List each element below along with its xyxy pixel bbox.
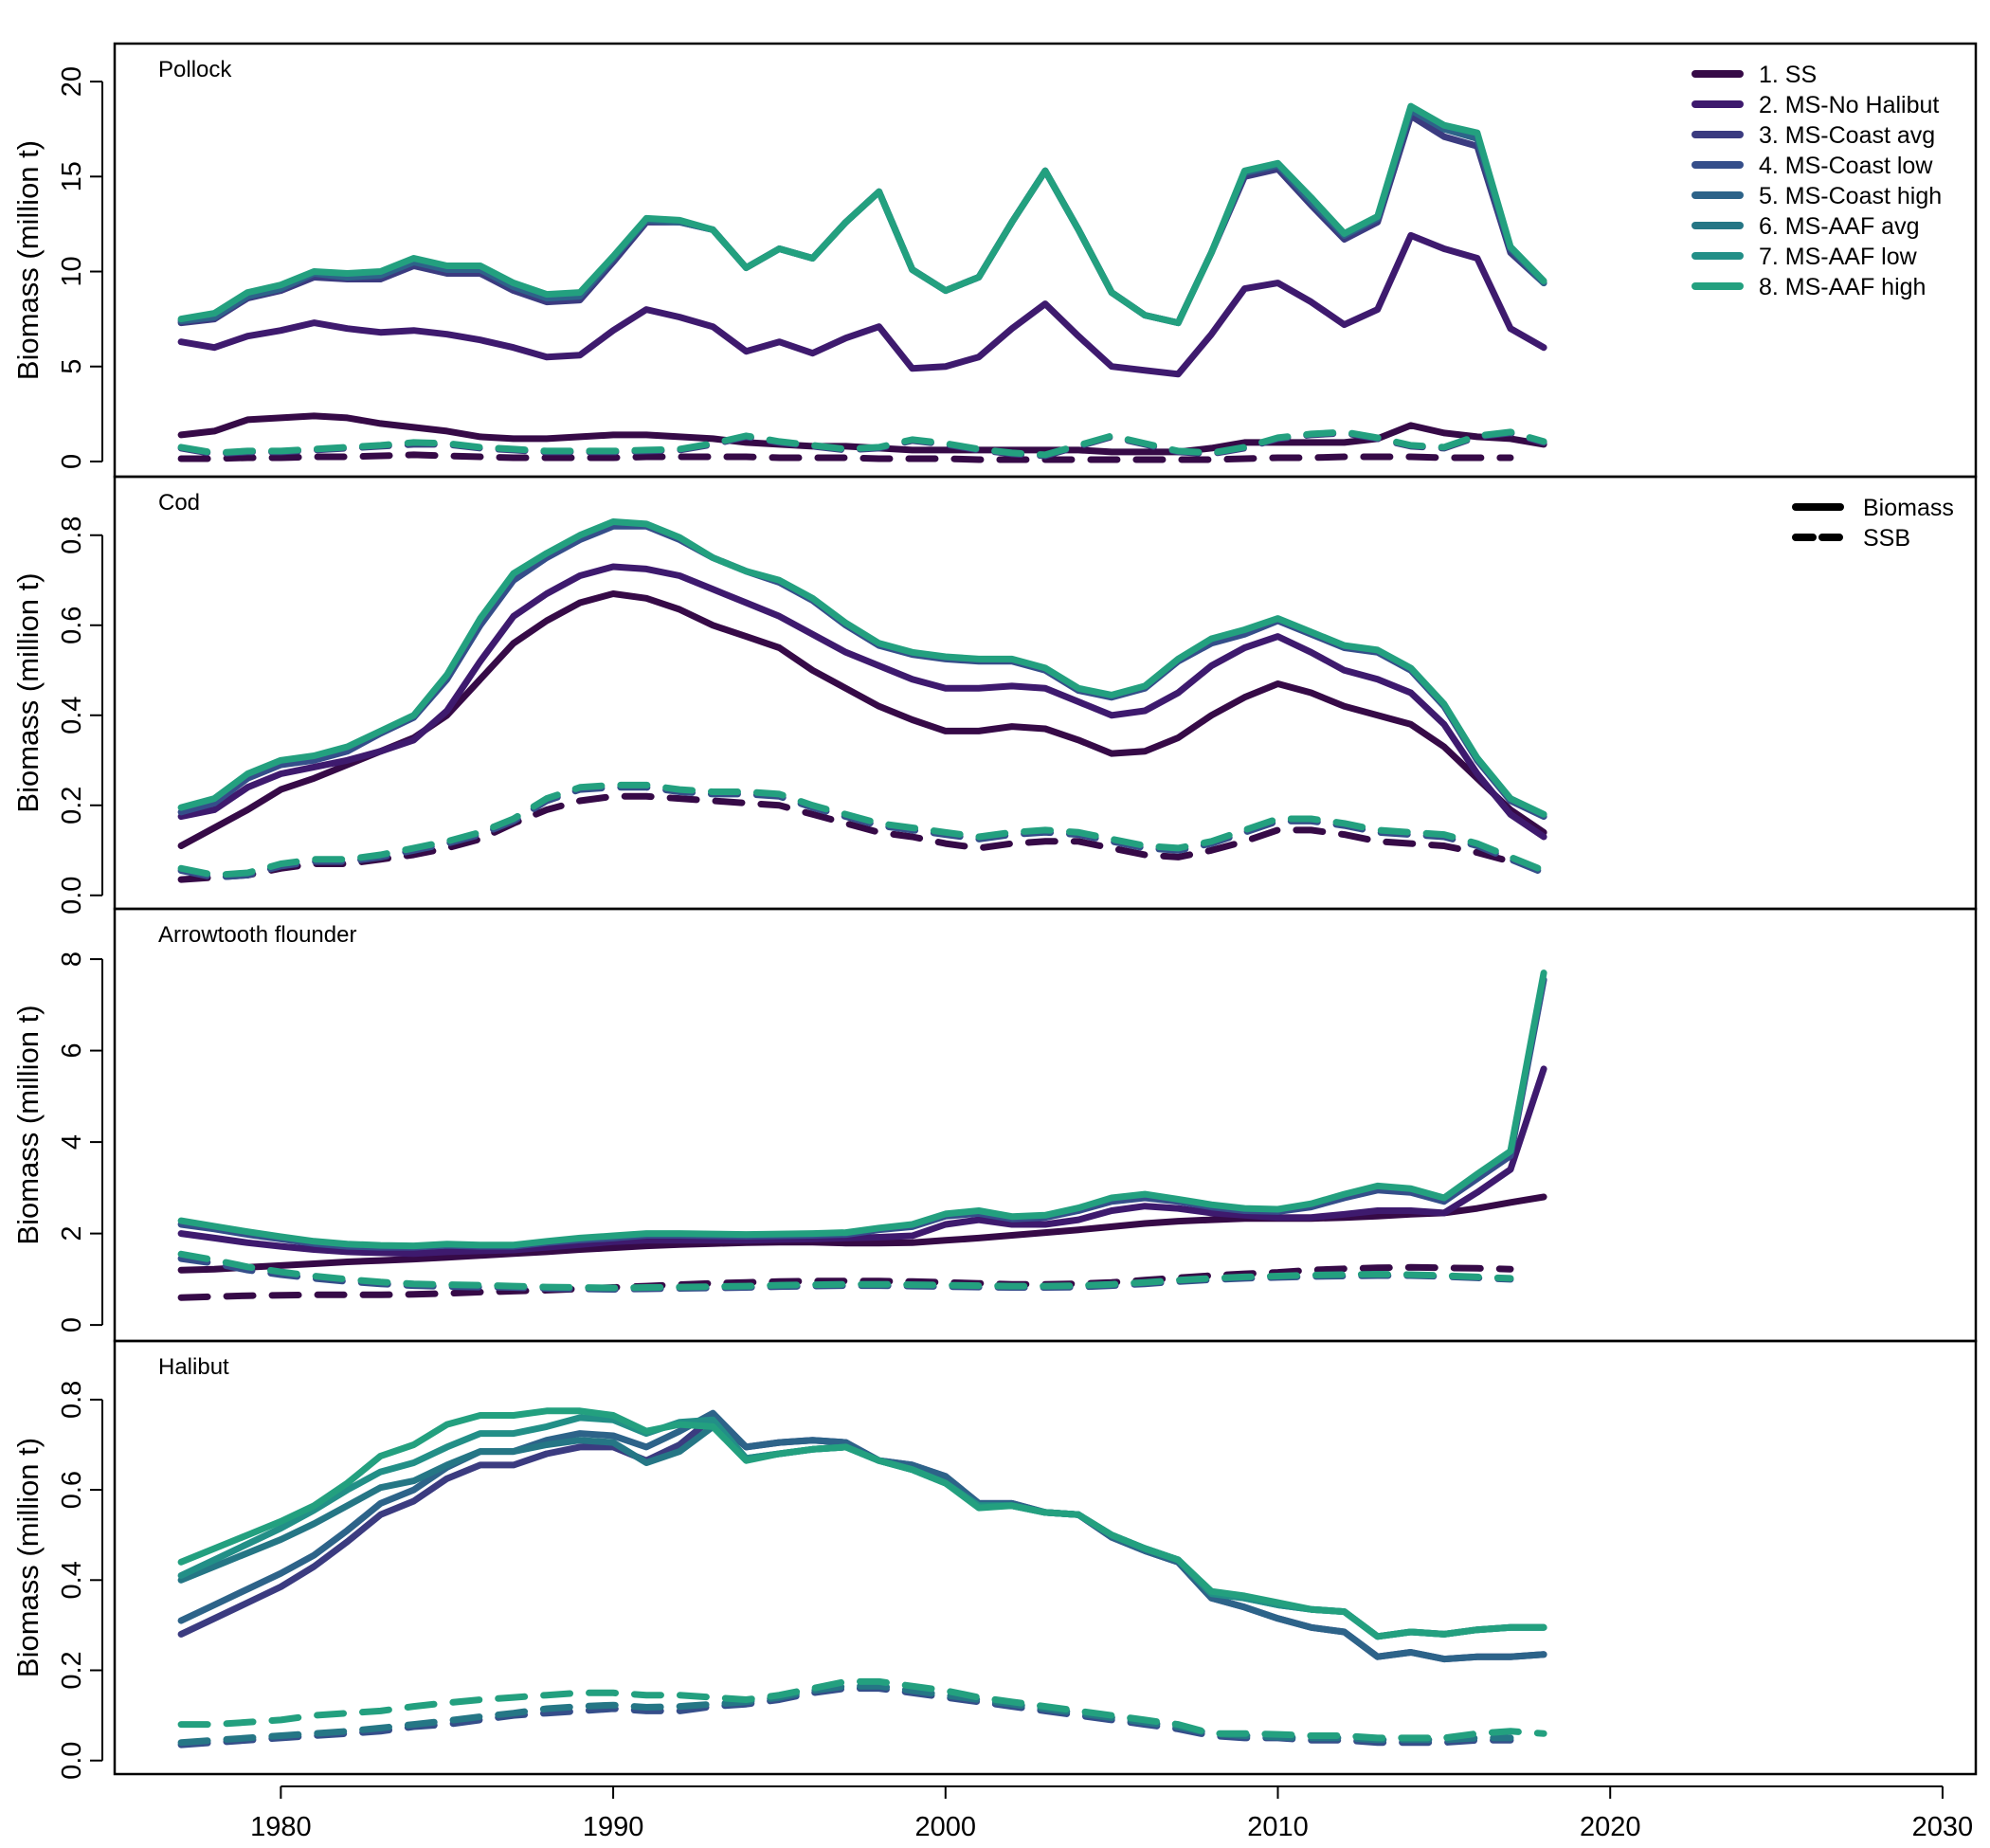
y-tick-label: 5 bbox=[57, 359, 87, 374]
legend-label: 1. SS bbox=[1759, 62, 1817, 88]
y-tick-label: 0.4 bbox=[57, 697, 87, 734]
biomass-series-line bbox=[177, 563, 1547, 841]
biomass-series-line bbox=[177, 1407, 1547, 1640]
legend-label: 5. MS-Coast high bbox=[1759, 183, 1942, 209]
x-tick-label: 1990 bbox=[583, 1812, 644, 1842]
ssb-series-line bbox=[177, 1263, 1514, 1301]
y-tick-label: 0.2 bbox=[57, 787, 87, 824]
ssb-series-line bbox=[177, 1677, 1547, 1742]
ssb-series-line bbox=[177, 781, 1547, 879]
y-tick-label: 10 bbox=[57, 256, 87, 286]
legend-label: 6. MS-AAF avg bbox=[1759, 213, 1920, 240]
y-tick-label: 0 bbox=[57, 1317, 87, 1332]
y-axis: 0.0 0.2 0.4 0.6 0.8 bbox=[57, 516, 103, 915]
panel-arrowtooth-flounder: 0 2 4 6 8 Biomass (million t) Arrowtooth floun… bbox=[11, 907, 1978, 1343]
y-axis-label: Biomass (million t) bbox=[11, 1438, 45, 1677]
ssb-series-line bbox=[177, 451, 1514, 463]
biomass-series-line bbox=[177, 231, 1547, 378]
legend-label: SSB bbox=[1863, 525, 1910, 552]
y-tick-label: 15 bbox=[57, 161, 87, 191]
legend-label: 7. MS-AAF low bbox=[1759, 244, 1918, 270]
y-axis: 0 2 4 6 8 bbox=[57, 951, 103, 1332]
legend-label: Biomass bbox=[1863, 495, 1954, 521]
y-tick-label: 4 bbox=[57, 1134, 87, 1150]
y-tick-label: 0.0 bbox=[57, 1742, 87, 1780]
y-tick-label: 0.6 bbox=[57, 607, 87, 644]
panel-title: Cod bbox=[158, 490, 200, 516]
y-tick-label: 0.0 bbox=[57, 877, 87, 915]
y-tick-label: 0.6 bbox=[57, 1471, 87, 1509]
series-group bbox=[177, 102, 1547, 463]
y-axis-label: Biomass (million t) bbox=[11, 572, 45, 812]
panel-pollock: 0 5 10 15 20 Biomass (million t) Pollock 1. SS 2… bbox=[11, 42, 1978, 479]
y-tick-label: 6 bbox=[57, 1043, 87, 1059]
x-tick-label: 2000 bbox=[915, 1812, 977, 1842]
y-tick-label: 0.8 bbox=[57, 516, 87, 554]
y-axis-label: Biomass (million t) bbox=[11, 1005, 45, 1244]
panel-halibut: 0.0 0.2 0.4 0.6 0.8 Biomass (million t) Halibu… bbox=[11, 1339, 1978, 1780]
series-group bbox=[177, 969, 1547, 1301]
panel-border bbox=[113, 1339, 1978, 1776]
y-axis: 0.0 0.2 0.4 0.6 0.8 bbox=[57, 1381, 103, 1780]
legend-label: 2. MS-No Halibut bbox=[1759, 92, 1939, 118]
legend-models: 1. SS 2. MS-No Halibut 3. MS-Coast avg 4. M… bbox=[1692, 62, 1942, 300]
x-tick-label: 2010 bbox=[1247, 1812, 1309, 1842]
y-tick-label: 8 bbox=[57, 951, 87, 967]
y-axis-label: Biomass (million t) bbox=[11, 140, 45, 380]
y-tick-label: 0.2 bbox=[57, 1651, 87, 1689]
biomass-series-line bbox=[177, 102, 1547, 327]
panel-title: Halibut bbox=[158, 1354, 229, 1380]
y-tick-label: 0.4 bbox=[57, 1561, 87, 1599]
legend-label: 4. MS-Coast low bbox=[1759, 153, 1933, 179]
series-group bbox=[177, 518, 1547, 883]
legend-types: Biomass SSB bbox=[1792, 495, 1954, 552]
biomass-series-line bbox=[177, 518, 1547, 818]
x-axis: 1980 1990 2000 2010 2020 2030 bbox=[250, 1785, 1974, 1842]
legend-label: 3. MS-Coast avg bbox=[1759, 122, 1935, 149]
ssb-series-line bbox=[177, 428, 1547, 459]
panel-title: Pollock bbox=[158, 57, 232, 82]
panel-cod: 0.0 0.2 0.4 0.6 0.8 Biomass (million t) Cod Bio… bbox=[11, 475, 1978, 915]
x-tick-label: 2020 bbox=[1580, 1812, 1641, 1842]
panel-title: Arrowtooth flounder bbox=[158, 922, 356, 948]
biomass-series-line bbox=[177, 1065, 1547, 1258]
biomass-series-line bbox=[177, 969, 1547, 1250]
y-tick-label: 0 bbox=[57, 454, 87, 469]
y-tick-label: 0.8 bbox=[57, 1381, 87, 1419]
ssb-series-line bbox=[177, 1250, 1514, 1292]
y-tick-label: 2 bbox=[57, 1226, 87, 1241]
legend-label: 8. MS-AAF high bbox=[1759, 274, 1926, 300]
x-tick-label: 2030 bbox=[1912, 1812, 1974, 1842]
y-axis: 0 5 10 15 20 bbox=[57, 66, 103, 469]
series-group bbox=[177, 1407, 1547, 1748]
y-tick-label: 20 bbox=[57, 66, 87, 97]
x-tick-label: 1980 bbox=[250, 1812, 312, 1842]
